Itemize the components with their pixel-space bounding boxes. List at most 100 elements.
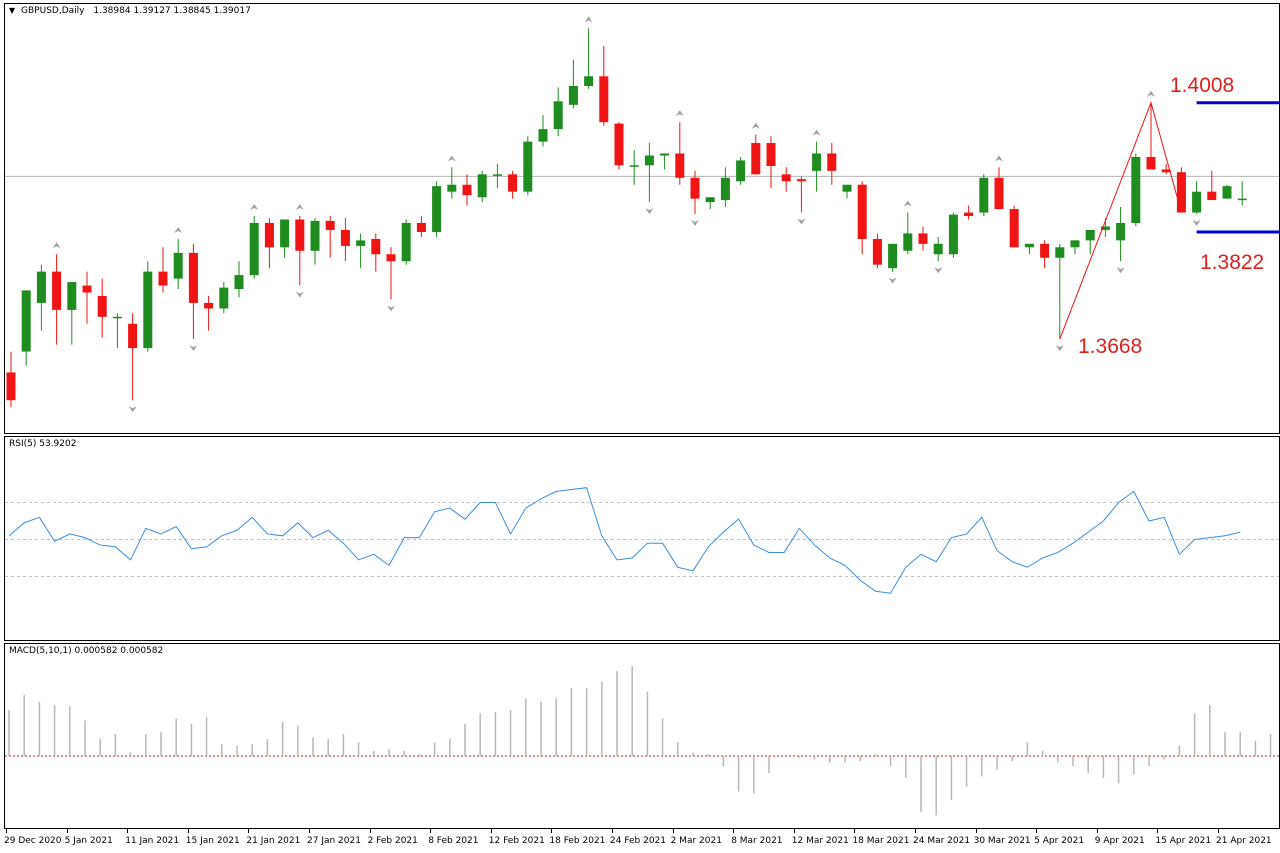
candle-bull <box>538 129 548 142</box>
fractal-down-arrow-icon <box>189 345 198 352</box>
annotation-low: 1.3668 <box>1078 335 1143 358</box>
candle-bear <box>371 238 381 255</box>
x-tick-label: 18 Mar 2021 <box>852 836 910 846</box>
x-tick-label: 15 Jan 2021 <box>185 836 240 846</box>
fractal-up-arrow-icon <box>295 204 304 211</box>
fractal-up-arrow-icon <box>751 122 760 129</box>
candle-bull <box>67 282 77 310</box>
x-tick-label: 24 Mar 2021 <box>913 836 971 846</box>
price-chart-panel[interactable]: ▼ GBPUSD,Daily 1.38984 1.39127 1.38845 1… <box>4 3 1280 434</box>
x-tick-mark <box>551 829 553 833</box>
fractal-down-arrow-icon <box>797 218 806 225</box>
fractal-down-arrow-icon <box>645 208 654 215</box>
candle-bull <box>1100 226 1110 230</box>
candle-bear <box>128 323 138 349</box>
x-tick-label: 21 Jan 2021 <box>246 836 301 846</box>
x-tick-mark <box>187 829 189 833</box>
x-tick-label: 9 Apr 2021 <box>1094 836 1145 846</box>
x-tick-mark <box>127 829 129 833</box>
candle-bear <box>872 238 882 265</box>
fractal-up-arrow-icon <box>174 226 183 233</box>
candle-bear <box>675 153 685 178</box>
x-tick-mark <box>1036 829 1038 833</box>
rsi-chart-svg <box>5 487 1279 594</box>
macd-panel[interactable]: MACD(5,10,1) 0.000582 0.000582 <box>4 643 1280 829</box>
candle-bear <box>204 302 214 309</box>
x-tick-mark <box>1218 829 1219 833</box>
symbol-label: GBPUSD,Daily <box>21 6 85 16</box>
candle-bull <box>812 153 822 171</box>
fractal-up-arrow-icon <box>584 16 593 23</box>
candle-bear <box>97 295 107 317</box>
rsi-line <box>8 487 1241 594</box>
x-tick-label: 2 Mar 2021 <box>670 836 722 846</box>
fractal-down-arrow-icon <box>1055 345 1064 352</box>
candle-bear <box>188 252 198 303</box>
x-tick-label: 5 Apr 2021 <box>1034 836 1085 846</box>
x-tick-label: 11 Jan 2021 <box>125 836 180 846</box>
x-tick-mark <box>733 829 735 833</box>
x-tick-mark <box>490 829 492 833</box>
macd-chart-svg <box>5 666 1279 816</box>
candle-bear <box>994 177 1004 210</box>
x-tick-mark <box>975 829 977 833</box>
candle-bear <box>918 233 928 244</box>
x-tick-mark <box>612 829 613 833</box>
candle-bull <box>356 240 366 246</box>
x-tick-mark <box>672 829 674 833</box>
candle-bear <box>964 212 974 217</box>
x-tick-mark <box>915 829 916 833</box>
candle-bull <box>660 153 670 156</box>
fractal-up-arrow-icon <box>812 129 821 136</box>
candle-bear <box>857 184 867 239</box>
trend-line <box>1059 101 1182 340</box>
candle-bear <box>1009 209 1019 248</box>
candle-bull <box>629 165 639 167</box>
candle-bull <box>1116 222 1126 241</box>
candle-bear <box>264 222 274 248</box>
fractal-down-arrow-icon <box>128 406 137 413</box>
candle-bull <box>903 233 913 251</box>
candle-bull <box>21 290 31 352</box>
candle-bear <box>295 219 305 251</box>
candle-bear <box>827 153 837 171</box>
candle-bull <box>584 76 594 87</box>
annotation-support: 1.3822 <box>1200 251 1265 274</box>
x-tick-mark <box>369 829 371 833</box>
candle-bear <box>796 179 806 182</box>
x-tick-mark <box>1096 829 1098 833</box>
fractal-up-arrow-icon <box>675 110 684 117</box>
rsi-panel[interactable]: RSI(5) 53.9202 <box>4 436 1280 641</box>
rsi-label: RSI(5) 53.9202 <box>9 439 77 449</box>
x-tick-label: 30 Mar 2021 <box>973 836 1031 846</box>
x-tick-label: 27 Jan 2021 <box>307 836 361 846</box>
macd-label: MACD(5,10,1) 0.000582 0.000582 <box>9 646 164 656</box>
candle-bear <box>781 174 791 182</box>
fractal-down-arrow-icon <box>387 305 395 312</box>
candle-bull <box>842 184 852 192</box>
candle-bull <box>1070 240 1080 248</box>
candle-bull <box>736 160 746 182</box>
collapse-triangle-icon[interactable]: ▼ <box>9 6 16 15</box>
x-tick-mark <box>430 829 432 833</box>
x-tick-label: 5 Jan 2021 <box>64 836 113 846</box>
candle-bull <box>447 184 457 192</box>
candle-bull <box>143 271 153 349</box>
candle-bull <box>280 219 290 248</box>
x-tick-mark <box>854 829 856 833</box>
x-tick-label: 21 Apr 2021 <box>1216 836 1272 846</box>
fractal-down-arrow-icon <box>888 277 897 284</box>
candle-bull <box>234 275 244 290</box>
x-tick-label: 8 Mar 2021 <box>731 836 783 846</box>
x-tick-label: 24 Feb 2021 <box>610 836 667 846</box>
fractal-down-arrow-icon <box>1192 219 1201 226</box>
candle-bear <box>82 285 92 293</box>
x-tick-label: 8 Feb 2021 <box>428 836 479 846</box>
candle-bear <box>614 123 624 166</box>
price-chart-header: ▼ GBPUSD,Daily 1.38984 1.39127 1.38845 1… <box>9 6 251 16</box>
candle-bull <box>477 174 487 198</box>
fractal-up-arrow-icon <box>447 155 456 162</box>
candle-bear <box>1176 172 1186 213</box>
fractal-up-arrow-icon <box>250 204 259 211</box>
x-tick-label: 12 Feb 2021 <box>488 836 545 846</box>
